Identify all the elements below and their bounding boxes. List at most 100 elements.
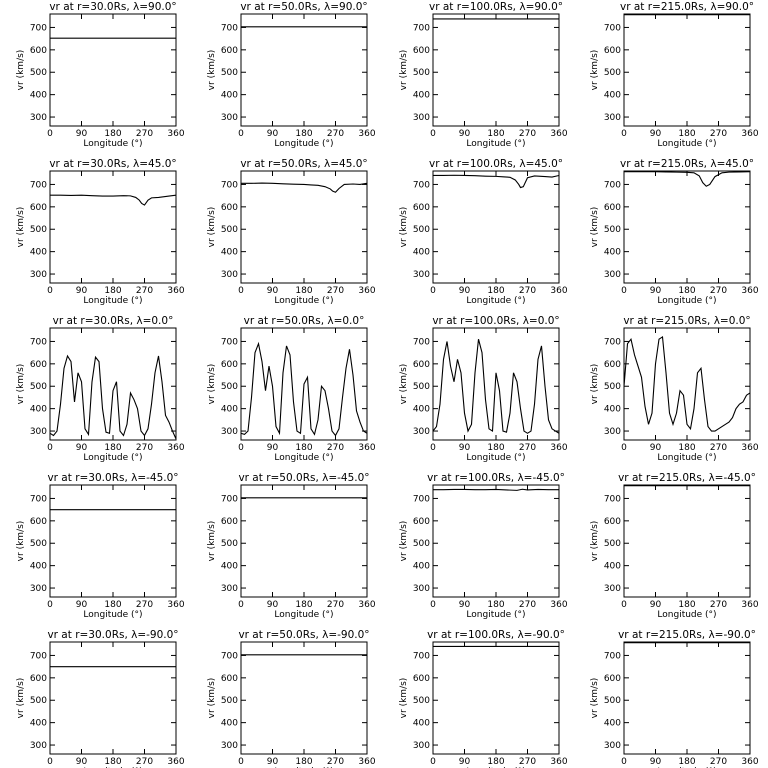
y-axis-label: vr (km/s) (399, 50, 409, 91)
axes-frame (432, 484, 560, 598)
y-tick-label: 500 (30, 539, 47, 549)
x-tick-label: 180 (104, 600, 121, 610)
panel: vr at r=30.0Rs, λ=90.0° 0 90 180 270 360 300 40… (16, 1, 185, 149)
y-tick-label: 600 (604, 674, 621, 684)
x-tick-label: 270 (710, 600, 727, 610)
x-tick-label: 180 (295, 286, 312, 296)
panel: vr at r=100.0Rs, λ=-45.0° 0 90 180 270 360 300… (399, 472, 568, 620)
panel: vr at r=100.0Rs, λ=-90.0° 0 90 180 270 360 300… (399, 629, 568, 768)
y-tick-label: 500 (221, 539, 238, 549)
x-tick-label: 180 (295, 757, 312, 767)
x-tick-label: 0 (621, 443, 627, 453)
y-tick-label: 600 (30, 360, 47, 370)
panel: vr at r=30.0Rs, λ=45.0° 0 90 180 270 360 300 40… (16, 158, 185, 306)
y-tick-label: 300 (413, 113, 430, 123)
y-tick-label: 300 (221, 270, 238, 280)
x-tick-label: 270 (327, 286, 344, 296)
x-tick-label: 90 (650, 757, 662, 767)
axes-frame (49, 13, 177, 127)
y-axis-label: vr (km/s) (590, 678, 600, 719)
y-tick-label: 600 (604, 517, 621, 527)
y-tick-label: 700 (30, 494, 47, 504)
x-tick-label: 360 (550, 443, 567, 453)
y-tick-label: 700 (221, 23, 238, 33)
y-tick-label: 600 (221, 46, 238, 56)
x-tick-label: 270 (519, 757, 536, 767)
y-tick-label: 300 (221, 584, 238, 594)
x-tick-label: 270 (519, 129, 536, 139)
x-tick-label: 90 (76, 757, 88, 767)
x-tick-label: 90 (459, 286, 471, 296)
y-tick-label: 400 (604, 719, 621, 729)
x-tick-label: 180 (295, 129, 312, 139)
x-tick-label: 90 (459, 757, 471, 767)
x-tick-label: 180 (295, 443, 312, 453)
y-axis-label: vr (km/s) (399, 364, 409, 405)
y-tick-label: 700 (221, 494, 238, 504)
x-tick-label: 360 (741, 600, 758, 610)
y-tick-label: 500 (413, 68, 430, 78)
x-tick-label: 180 (295, 600, 312, 610)
x-tick-label: 270 (136, 443, 153, 453)
y-tick-label: 500 (30, 696, 47, 706)
axes-frame (623, 170, 751, 284)
x-axis-label: Longitude (°) (274, 139, 333, 149)
x-tick-label: 90 (76, 600, 88, 610)
x-tick-label: 270 (519, 286, 536, 296)
y-tick-label: 400 (413, 719, 430, 729)
y-tick-label: 300 (604, 113, 621, 123)
y-tick-label: 600 (413, 360, 430, 370)
panel-title: vr at r=50.0Rs, λ=45.0° (240, 158, 367, 170)
y-tick-label: 300 (413, 741, 430, 751)
y-tick-label: 300 (604, 584, 621, 594)
panel-title: vr at r=50.0Rs, λ=-90.0° (238, 629, 369, 641)
x-tick-label: 90 (459, 600, 471, 610)
y-tick-label: 500 (221, 68, 238, 78)
x-tick-label: 360 (741, 443, 758, 453)
axes-frame (240, 641, 368, 755)
x-tick-label: 360 (741, 757, 758, 767)
x-tick-label: 90 (267, 600, 279, 610)
x-tick-label: 180 (678, 757, 695, 767)
y-axis-label: vr (km/s) (16, 50, 26, 91)
x-tick-label: 360 (167, 286, 184, 296)
panel-title: vr at r=100.0Rs, λ=90.0° (429, 1, 563, 13)
x-tick-label: 90 (76, 129, 88, 139)
y-tick-label: 300 (30, 584, 47, 594)
x-tick-label: 180 (487, 600, 504, 610)
x-tick-label: 270 (136, 129, 153, 139)
axes-frame (432, 641, 560, 755)
panel-title: vr at r=30.0Rs, λ=90.0° (49, 1, 176, 13)
panel-title: vr at r=215.0Rs, λ=45.0° (620, 158, 754, 170)
y-tick-label: 700 (413, 337, 430, 347)
x-tick-label: 90 (459, 443, 471, 453)
y-tick-label: 600 (604, 203, 621, 213)
x-tick-label: 360 (167, 757, 184, 767)
panel: vr at r=215.0Rs, λ=-90.0° 0 90 180 270 360 300… (590, 629, 759, 768)
panel: vr at r=215.0Rs, λ=-45.0° 0 90 180 270 360 300… (590, 472, 759, 620)
axes-frame (240, 484, 368, 598)
y-tick-label: 400 (413, 562, 430, 572)
y-axis-label: vr (km/s) (16, 678, 26, 719)
y-tick-label: 700 (604, 494, 621, 504)
y-tick-label: 500 (604, 225, 621, 235)
panel-title: vr at r=30.0Rs, λ=45.0° (49, 158, 176, 170)
series-line (241, 341, 367, 437)
x-tick-label: 90 (267, 286, 279, 296)
x-tick-label: 0 (238, 286, 244, 296)
y-tick-label: 700 (604, 23, 621, 33)
series-line (50, 194, 176, 206)
y-axis-label: vr (km/s) (16, 207, 26, 248)
y-tick-label: 600 (413, 46, 430, 56)
x-tick-label: 270 (327, 600, 344, 610)
x-tick-label: 180 (678, 286, 695, 296)
y-tick-label: 300 (413, 270, 430, 280)
x-axis-label: Longitude (°) (657, 453, 716, 463)
y-tick-label: 400 (221, 719, 238, 729)
x-tick-label: 180 (487, 757, 504, 767)
x-tick-label: 0 (47, 286, 53, 296)
x-tick-label: 90 (267, 129, 279, 139)
panel: vr at r=50.0Rs, λ=0.0° 0 90 180 270 360 300 400… (207, 315, 376, 463)
panel: vr at r=100.0Rs, λ=0.0° 0 90 180 270 360 300 40… (399, 315, 568, 463)
